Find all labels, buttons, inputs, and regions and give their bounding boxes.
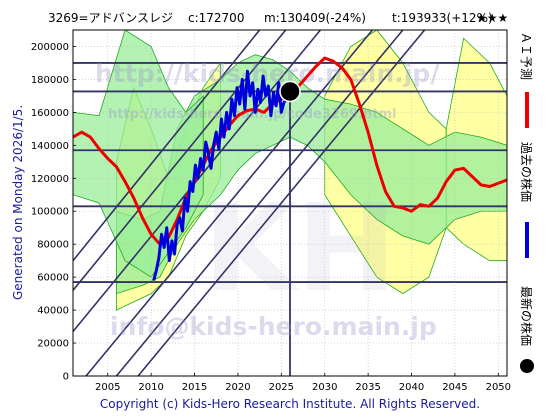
legend-ai-label: ＡＩ予測 [519, 32, 533, 80]
x-tick-label: 2030 [312, 382, 337, 393]
latest-price-dot [279, 80, 301, 103]
watermark-url-small: http://kids-hero.main.jp/code3269.html [108, 107, 396, 122]
y-tick-label: 200000 [31, 42, 69, 53]
watermark-email: info@kids-hero.main.jp [110, 312, 437, 341]
price-levels [73, 62, 507, 376]
x-tick-label: 2035 [355, 382, 380, 393]
x-tick-label: 2045 [442, 382, 467, 393]
legend-past-label: 過去の株価 [519, 142, 534, 202]
x-tick-label: 2015 [182, 382, 207, 393]
trend-line [137, 30, 426, 376]
y-tick-label: 160000 [31, 108, 69, 119]
y-tick-label: 180000 [31, 75, 69, 86]
y-tick-label: 120000 [31, 174, 69, 185]
watermark-big: KH [203, 180, 396, 319]
x-tick-label: 2010 [138, 382, 163, 393]
green-band-0 [116, 54, 507, 295]
y-tick-label: 140000 [31, 141, 69, 152]
watermark-url: http://kids-hero.main.jp/ [95, 59, 440, 88]
series-past-price [152, 69, 291, 281]
x-tick-label: 2025 [269, 382, 294, 393]
trend-line [73, 30, 261, 262]
y-tick-label: 80000 [37, 240, 69, 251]
latest-price-marker [279, 80, 301, 103]
title-mean-price: m:130409(-24%) [264, 11, 366, 25]
rating-stars: ★★★ [476, 11, 508, 25]
y-tick-label: 20000 [37, 339, 69, 350]
x-tick-label: 2020 [225, 382, 250, 393]
x-tick-label: 2040 [399, 382, 424, 393]
copyright: Copyright (c) Kids-Hero Research Institu… [100, 397, 480, 411]
legend: ＡＩ予測 過去の株価 最新の株価 [519, 32, 534, 373]
title-current-price: c:172700 [188, 11, 244, 25]
title-target-price: t:193933(+12%) [392, 11, 493, 25]
x-axis-ticks: 2005 2010 2015 2020 2025 2030 2035 2040 2045 2050 [95, 373, 511, 393]
plot-area: KH http://kids-hero.main.jp/ http://kids… [31, 29, 511, 393]
legend-latest-label: 最新の株価 [519, 286, 534, 346]
title-code: 3269=アドバンスレジ [48, 11, 173, 25]
y-tick-label: 40000 [37, 306, 69, 317]
x-tick-label: 2005 [95, 382, 120, 393]
y-tick-label: 60000 [37, 273, 69, 284]
y-tick-label: 0 [63, 372, 69, 383]
x-tick-label: 2050 [486, 382, 511, 393]
trend-line [73, 30, 287, 291]
trend-line [85, 30, 374, 376]
plot-frame [72, 29, 508, 377]
legend-latest-swatch [520, 359, 534, 373]
generated-date-label: Generated on Monday 2026/1/5. [11, 105, 25, 300]
y-tick-label: 100000 [31, 207, 69, 218]
y-axis-ticks: 0 20000 40000 60000 80000 100000 120000 140000 1… [31, 42, 76, 383]
